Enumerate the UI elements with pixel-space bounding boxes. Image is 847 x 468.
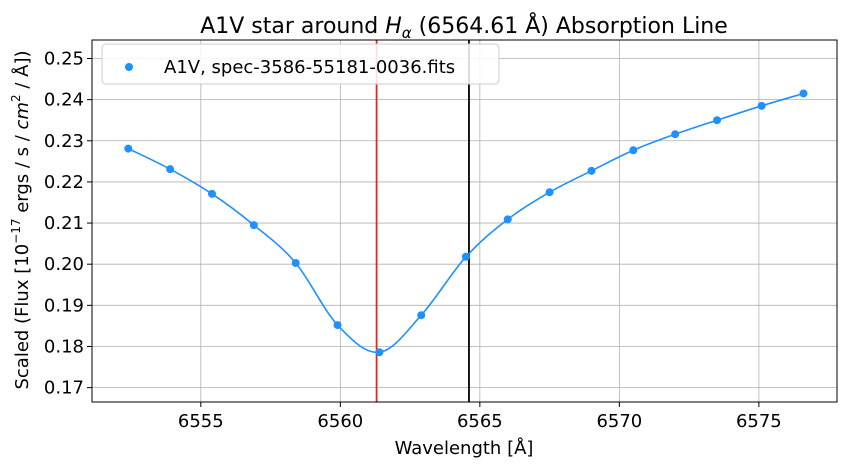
ticks: 6555 6560 6565 6570 6575 0.17 0.18 0.19 0.20 0.21… [44, 49, 782, 432]
y-tick-label: 0.19 [44, 295, 84, 316]
data-point [629, 146, 638, 155]
data-point [671, 130, 680, 139]
y-tick-label: 0.20 [44, 254, 84, 275]
legend-marker [125, 63, 133, 71]
y-tick-label: 0.24 [44, 90, 84, 111]
data-point [207, 189, 216, 198]
data-point [375, 348, 384, 357]
plot-frame [91, 39, 838, 403]
x-tick-label: 6560 [317, 411, 363, 432]
data-point [166, 165, 175, 174]
data-point [461, 252, 470, 261]
y-axis-label: Scaled (Flux [10−17 ergs / s / cm2 / Å]) [9, 50, 33, 389]
y-tick-label: 0.25 [44, 49, 84, 70]
x-tick-label: 6570 [596, 411, 642, 432]
legend-label: A1V, spec-3586-55181-0036.fits [164, 57, 455, 78]
y-tick-label: 0.22 [44, 172, 84, 193]
y-tick-label: 0.21 [44, 213, 84, 234]
grid [92, 40, 837, 402]
chart-title: A1V star around Hα (6564.61 Å) Absorptio… [200, 12, 728, 42]
x-tick-label: 6555 [178, 411, 224, 432]
data-point [713, 116, 722, 125]
y-tick-label: 0.18 [44, 336, 84, 357]
data-point [417, 311, 426, 320]
x-axis-label: Wavelength [Å] [395, 437, 534, 459]
y-tick-label: 0.17 [44, 378, 84, 399]
series [124, 89, 808, 357]
reference-lines [375, 40, 470, 402]
data-point [124, 144, 133, 153]
data-point [545, 188, 554, 197]
data-point [503, 215, 512, 224]
data-point [333, 321, 342, 330]
x-tick-label: 6575 [736, 411, 782, 432]
x-tick-label: 6565 [457, 411, 503, 432]
data-point [249, 221, 258, 230]
data-point [587, 166, 596, 175]
data-point [799, 89, 808, 98]
y-tick-label: 0.23 [44, 131, 84, 152]
legend-box [101, 43, 500, 85]
data-point [757, 101, 766, 110]
data-point [291, 258, 300, 267]
legend: A1V, spec-3586-55181-0036.fits [101, 43, 500, 85]
